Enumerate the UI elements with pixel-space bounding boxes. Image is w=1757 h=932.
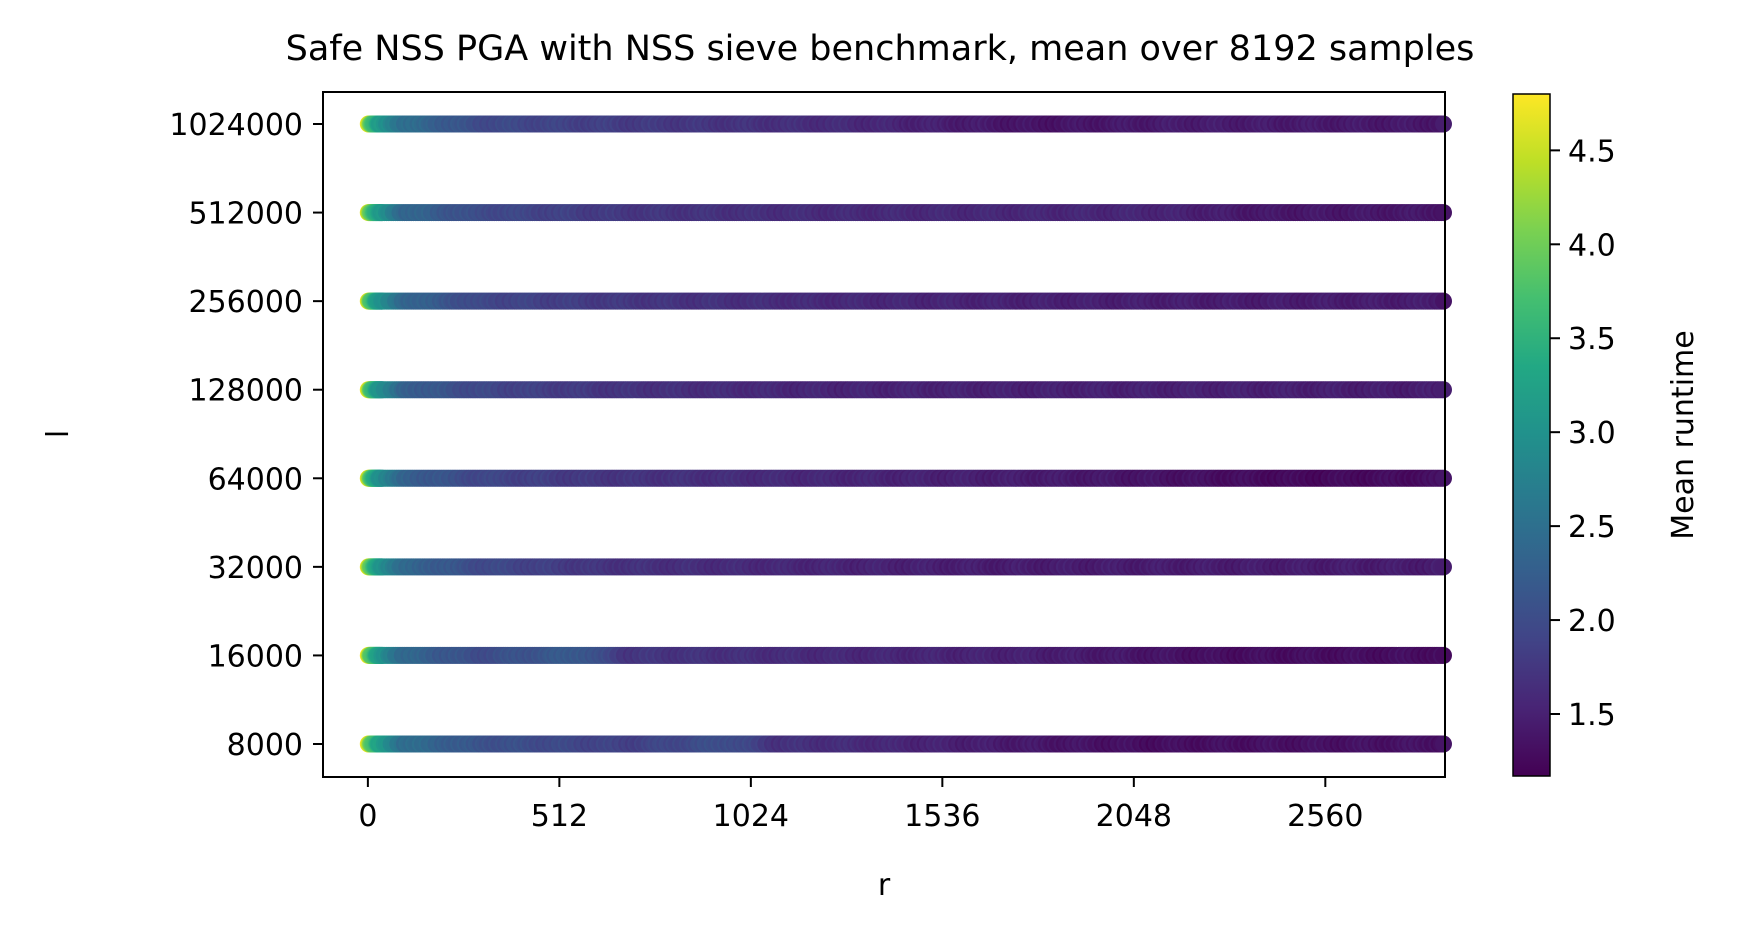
scatter-point [1435,204,1452,222]
scatter-point [1435,646,1452,664]
colorbar-tick-label: 4.5 [1568,134,1616,169]
colorbar-tick-label: 4.0 [1568,228,1616,263]
x-tick-label: 1024 [713,799,789,834]
plot-area [359,115,1452,753]
series-l-8000 [359,735,1452,753]
scatter-point [1435,735,1452,753]
colorbar-tick-label: 2.0 [1568,604,1616,639]
x-tick-label: 1536 [904,799,980,834]
plot-frame [322,91,1446,778]
colorbar [1512,93,1551,777]
series-l-256000 [359,292,1452,310]
series-l-32000 [359,558,1452,576]
x-tick-label: 2560 [1287,799,1363,834]
colorbar-ticks: 1.5 2.0 2.5 3.0 3.5 4.0 4.5 [1550,134,1616,733]
x-axis: 0 512 1024 1536 2048 2560 [358,777,1363,834]
scatter-point [1435,469,1452,487]
series-l-128000 [359,381,1452,399]
series-l-1024000 [359,115,1452,133]
colorbar-label: Mean runtime [1666,330,1701,539]
chart-title: Safe NSS PGA with NSS sieve benchmark, m… [286,29,1475,69]
scatter-point [1435,292,1452,310]
y-tick-label: 64000 [208,462,303,497]
scatter-point [1435,381,1452,399]
colorbar-tick-label: 3.5 [1568,322,1616,357]
colorbar-tick-label: 3.0 [1568,416,1616,451]
colorbar-tick-label: 1.5 [1568,698,1616,733]
y-tick-label: 256000 [188,285,303,320]
y-axis: 8000 16000 32000 64000 128000 256000 512000 102… [169,108,323,763]
x-axis-label: r [878,868,891,903]
y-tick-label: 16000 [208,639,303,674]
series-l-16000 [359,646,1452,664]
series-l-64000 [359,469,1452,487]
y-axis-label: l [41,430,76,438]
scatter-point [1435,115,1452,133]
y-tick-label: 32000 [208,551,303,586]
colorbar-tick-label: 2.5 [1568,510,1616,545]
x-tick-label: 0 [358,799,377,834]
y-tick-label: 128000 [188,374,303,409]
y-tick-label: 1024000 [169,108,303,143]
y-tick-label: 512000 [188,197,303,232]
x-tick-label: 512 [531,799,588,834]
scatter-point [1435,558,1452,576]
x-tick-label: 2048 [1096,799,1172,834]
series-l-512000 [359,204,1452,222]
y-tick-label: 8000 [227,728,303,763]
